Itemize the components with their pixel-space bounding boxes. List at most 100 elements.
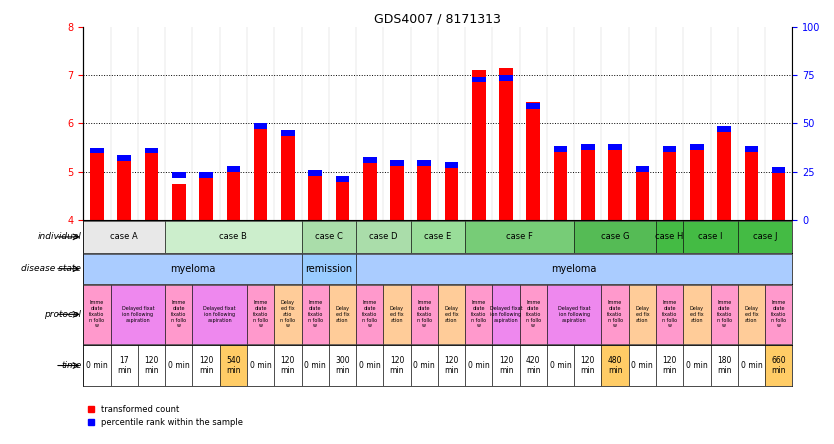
- Bar: [738, 285, 765, 344]
- Text: protocol: protocol: [44, 310, 81, 319]
- Bar: [227, 170, 240, 220]
- Bar: [356, 285, 384, 344]
- Bar: [683, 221, 738, 253]
- Bar: [309, 170, 322, 176]
- Bar: [118, 155, 131, 161]
- Bar: [526, 103, 540, 109]
- Bar: [574, 345, 601, 386]
- Bar: [581, 145, 595, 220]
- Bar: [90, 148, 104, 154]
- Bar: [472, 70, 485, 220]
- Text: 0 min: 0 min: [686, 361, 708, 370]
- Bar: [711, 345, 738, 386]
- Bar: [765, 285, 792, 344]
- Text: Delay
ed fix
ation: Delay ed fix ation: [690, 306, 704, 323]
- Bar: [90, 150, 104, 220]
- Text: case A: case A: [110, 232, 138, 242]
- Text: 17
min: 17 min: [117, 356, 132, 375]
- Bar: [683, 345, 711, 386]
- Text: 0 min: 0 min: [631, 361, 653, 370]
- Bar: [356, 254, 792, 284]
- Bar: [445, 162, 459, 168]
- Bar: [656, 285, 683, 344]
- Bar: [554, 146, 567, 151]
- Bar: [417, 160, 431, 166]
- Text: case H: case H: [656, 232, 684, 242]
- Bar: [554, 148, 567, 220]
- Bar: [738, 345, 765, 386]
- Bar: [219, 345, 247, 386]
- Bar: [390, 160, 404, 166]
- Bar: [335, 176, 349, 182]
- Bar: [281, 131, 294, 220]
- Bar: [329, 285, 356, 344]
- Text: Delayed fixat
ion following
aspiration: Delayed fixat ion following aspiration: [558, 306, 590, 323]
- Text: 180
min: 180 min: [717, 356, 731, 375]
- Bar: [227, 166, 240, 172]
- Text: Delayed fixat
ion following
aspiration: Delayed fixat ion following aspiration: [203, 306, 236, 323]
- Bar: [629, 345, 656, 386]
- Bar: [410, 221, 465, 253]
- Text: 0 min: 0 min: [414, 361, 435, 370]
- Text: 120
min: 120 min: [198, 356, 214, 375]
- Bar: [745, 146, 758, 151]
- Text: Delay
ed fix
atio
n follo
w: Delay ed fix atio n follo w: [280, 300, 295, 329]
- Bar: [472, 76, 485, 82]
- Bar: [656, 221, 683, 253]
- Bar: [302, 285, 329, 344]
- Bar: [656, 345, 683, 386]
- Bar: [765, 345, 792, 386]
- Bar: [172, 172, 186, 178]
- Bar: [165, 221, 302, 253]
- Text: 660
min: 660 min: [771, 356, 786, 375]
- Text: 0 min: 0 min: [359, 361, 380, 370]
- Bar: [636, 170, 649, 220]
- Bar: [601, 345, 629, 386]
- Bar: [771, 167, 786, 173]
- Bar: [520, 345, 547, 386]
- Bar: [193, 345, 219, 386]
- Bar: [254, 123, 268, 220]
- Bar: [356, 221, 410, 253]
- Text: 120
min: 120 min: [499, 356, 513, 375]
- Bar: [738, 221, 792, 253]
- Text: remission: remission: [305, 264, 352, 274]
- Text: 120
min: 120 min: [144, 356, 158, 375]
- Text: individual: individual: [38, 232, 81, 242]
- Bar: [717, 127, 731, 132]
- Bar: [165, 345, 193, 386]
- Bar: [410, 285, 438, 344]
- Bar: [526, 102, 540, 220]
- Bar: [500, 75, 513, 81]
- Text: case C: case C: [315, 232, 343, 242]
- Bar: [690, 144, 704, 150]
- Bar: [111, 285, 165, 344]
- Bar: [438, 345, 465, 386]
- Bar: [302, 254, 356, 284]
- Text: Delay
ed fix
ation: Delay ed fix ation: [390, 306, 404, 323]
- Bar: [356, 345, 384, 386]
- Bar: [281, 130, 294, 135]
- Bar: [711, 285, 738, 344]
- Bar: [302, 221, 356, 253]
- Bar: [363, 157, 376, 163]
- Text: Imme
diate
fixatio
n follo
w: Imme diate fixatio n follo w: [308, 300, 323, 329]
- Bar: [199, 174, 213, 220]
- Bar: [118, 157, 131, 220]
- Bar: [83, 254, 302, 284]
- Bar: [83, 345, 111, 386]
- Text: 420
min: 420 min: [526, 356, 540, 375]
- Bar: [138, 345, 165, 386]
- Text: 120
min: 120 min: [280, 356, 295, 375]
- Bar: [363, 160, 376, 220]
- Text: 0 min: 0 min: [468, 361, 490, 370]
- Bar: [717, 128, 731, 220]
- Text: case J: case J: [753, 232, 777, 242]
- Bar: [745, 148, 758, 220]
- Bar: [771, 171, 786, 220]
- Bar: [335, 177, 349, 220]
- Text: case B: case B: [219, 232, 248, 242]
- Bar: [574, 221, 656, 253]
- Bar: [329, 345, 356, 386]
- Text: case E: case E: [425, 232, 451, 242]
